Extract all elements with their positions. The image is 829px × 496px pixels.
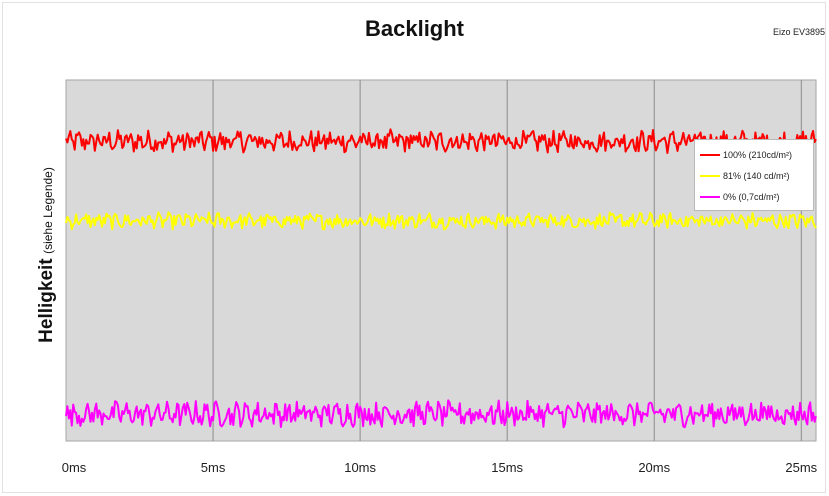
legend-label-100: 100% (210cd/m²)	[723, 149, 793, 160]
legend-swatch-81	[700, 174, 720, 177]
legend-label-0: 0% (0,7cd/m²)	[723, 191, 780, 202]
legend-item-100: 100% (210cd/m²)	[700, 144, 808, 165]
x-tick-label-2: 10ms	[344, 460, 376, 475]
series-group	[65, 128, 817, 429]
x-tick-label-4: 20ms	[638, 460, 670, 475]
series-line-1	[65, 211, 817, 231]
legend-item-0: 0% (0,7cd/m²)	[700, 186, 808, 207]
x-tick-labels: 0ms 5ms 10ms 15ms 20ms 25ms	[62, 460, 818, 475]
chart-title: Backlight	[364, 16, 465, 41]
legend: 100% (210cd/m²) 81% (140 cd/m²) 0% (0,7c…	[694, 139, 814, 211]
legend-item-81: 81% (140 cd/m²)	[700, 165, 808, 186]
x-tick-label-3: 15ms	[491, 460, 523, 475]
x-tick-label-5: 25ms	[785, 460, 817, 475]
series-line-2	[65, 399, 817, 429]
device-label: Eizo EV3895	[772, 27, 825, 37]
legend-swatch-100	[700, 153, 720, 156]
legend-swatch-0	[700, 195, 720, 198]
x-tick-label-0: 0ms	[62, 460, 87, 475]
series-line-0	[65, 128, 817, 155]
x-tick-label-1: 5ms	[201, 460, 226, 475]
legend-label-81: 81% (140 cd/m²)	[723, 170, 790, 181]
